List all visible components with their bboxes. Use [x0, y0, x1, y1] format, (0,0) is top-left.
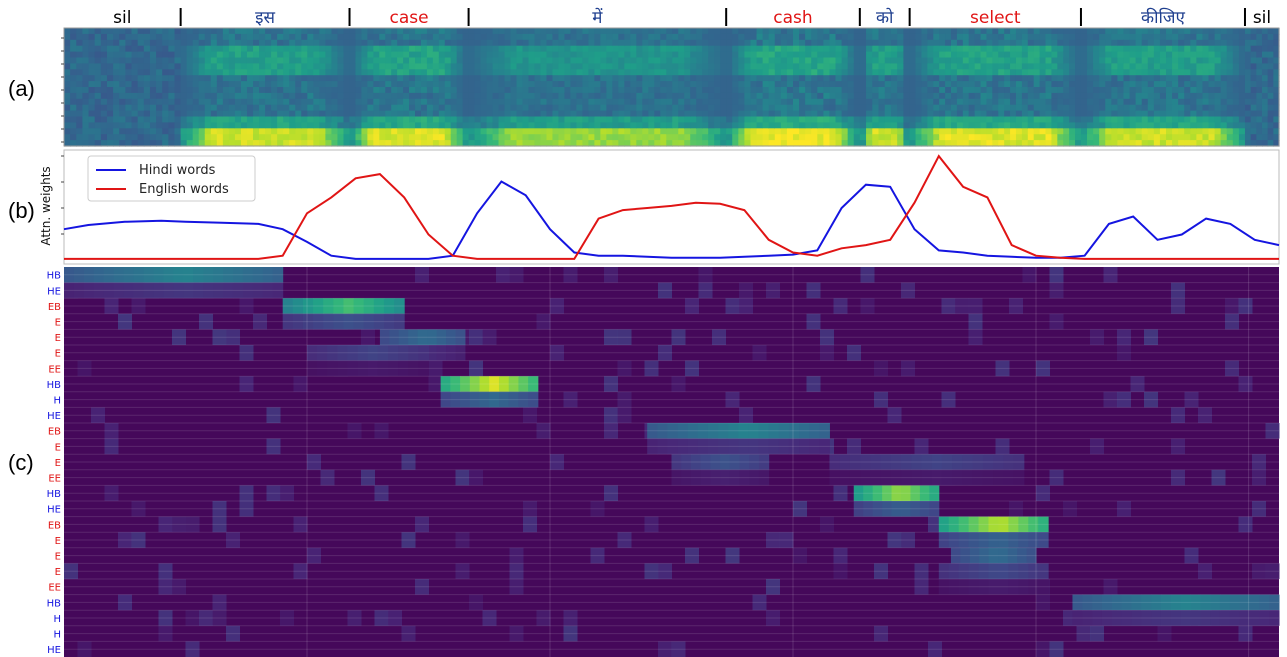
legend-label-0: Hindi words: [139, 163, 216, 178]
spectrogram-segment-6: [909, 28, 1082, 147]
heatmap-hotspot-9: [1072, 594, 1280, 626]
row-label-1: HE: [47, 286, 61, 297]
word-label-7: कीजिए: [1141, 7, 1185, 28]
heatmap-hotspot-3: [440, 376, 539, 408]
word-label-0: sil: [113, 8, 131, 28]
row-label-8: H: [53, 396, 61, 407]
word-labels: sil इस case में cash को select कीजिए sil: [113, 7, 1271, 28]
heatmap-hotspot-7: [938, 516, 1049, 548]
spectrogram-segment-5: [859, 28, 911, 147]
series-line-hindi: [63, 180, 1280, 260]
row-label-19: E: [55, 567, 61, 578]
word-label-2: case: [390, 8, 429, 28]
heatmap-hotspot-2: [379, 329, 466, 361]
attention-plot: Hindi words English words: [61, 149, 1280, 265]
heatmap-hotspot-6: [853, 485, 940, 517]
word-label-8: sil: [1253, 8, 1271, 28]
spectrogram-segment-4: [726, 28, 861, 147]
row-label-22: H: [53, 614, 61, 625]
row-label-13: EE: [48, 474, 61, 485]
panel-label-a: (a): [8, 76, 35, 101]
heatmap-hotspot-0: [64, 267, 284, 299]
row-label-5: E: [55, 349, 61, 360]
heatmap-hotspot-5: [671, 454, 770, 486]
word-label-6: select: [970, 8, 1021, 28]
spectrogram-segment-8: [1244, 28, 1280, 147]
row-label-17: E: [55, 536, 61, 547]
spectrogram-segment-7: [1080, 28, 1246, 147]
row-label-23: H: [53, 630, 61, 641]
row-label-11: E: [55, 442, 61, 453]
row-label-3: E: [55, 318, 61, 329]
row-label-15: HE: [47, 505, 61, 516]
row-label-4: E: [55, 333, 61, 344]
spectrogram-segment-2: [349, 28, 470, 147]
panel-label-b: (b): [8, 198, 35, 223]
heatmap-hotspot-1: [282, 298, 405, 330]
word-label-5: को: [876, 7, 894, 28]
heatmap-hotspot-11: [307, 345, 429, 377]
spectrogram-segment-0: [64, 28, 182, 147]
word-label-1: इस: [255, 8, 275, 28]
spectrogram-segment-3: [468, 28, 727, 147]
series-line-english: [64, 154, 1279, 260]
attn-ylabel: Attn. weights: [39, 166, 53, 245]
heatmap-hotspot-4: [647, 423, 830, 455]
heatmap-hotspot-10: [829, 454, 1025, 486]
heatmap-hotspot-12: [938, 563, 1049, 595]
row-label-16: EB: [48, 520, 61, 531]
word-label-4: cash: [773, 8, 812, 28]
word-label-3: में: [592, 7, 603, 28]
row-label-0: HB: [47, 271, 62, 282]
row-label-24: HE: [47, 645, 61, 656]
row-label-21: HB: [47, 598, 62, 609]
spectrogram: [61, 27, 1280, 147]
row-label-18: E: [55, 552, 61, 563]
attn-plot-frame: [63, 149, 1280, 265]
legend-label-1: English words: [139, 182, 229, 197]
row-label-9: HE: [47, 411, 61, 422]
panel-label-c: (c): [8, 450, 34, 475]
row-label-20: EE: [48, 583, 61, 594]
row-label-6: EE: [48, 364, 61, 375]
row-label-12: E: [55, 458, 61, 469]
spectrogram-segment-1: [180, 28, 351, 147]
row-label-7: HB: [47, 380, 62, 391]
legend: Hindi words English words: [87, 155, 256, 202]
row-label-10: EB: [48, 427, 61, 438]
row-label-2: EB: [48, 302, 61, 313]
row-label-14: HB: [47, 489, 62, 500]
